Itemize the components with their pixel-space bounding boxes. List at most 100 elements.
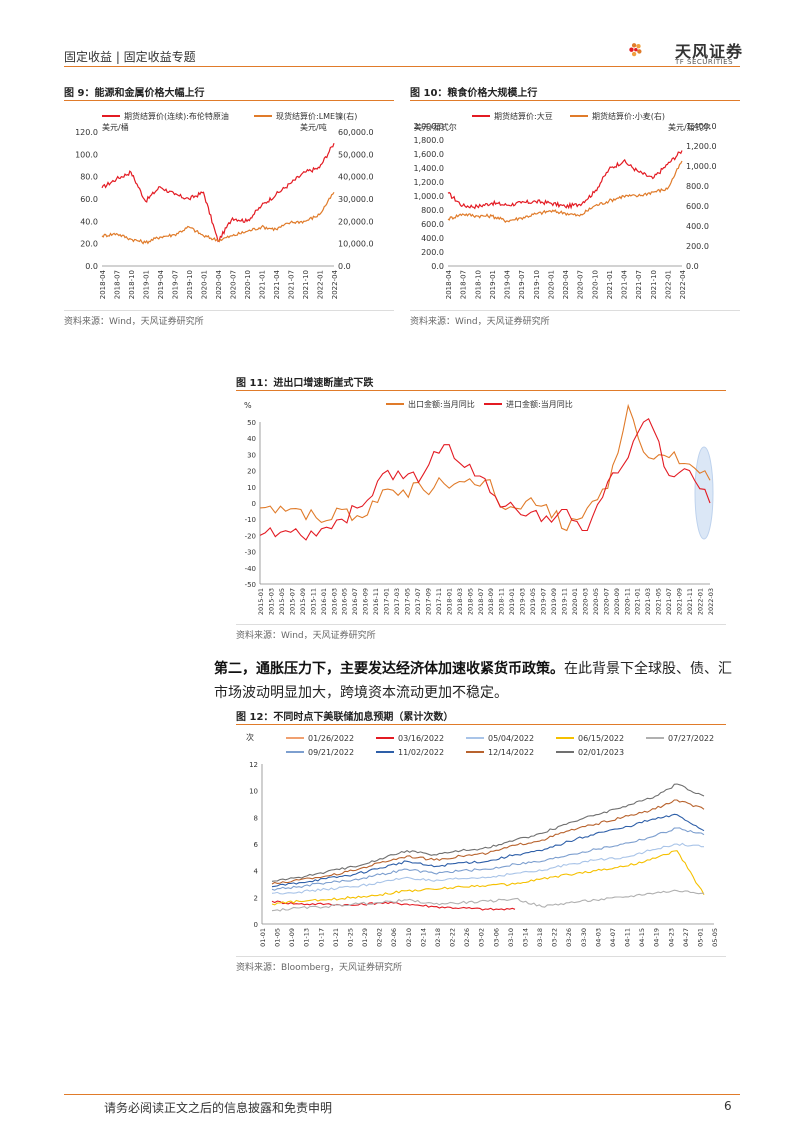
x-tick-label: 2019-10 [186,270,194,299]
x-tick-label: 2021-04 [621,269,629,299]
x-tick-label: 05-01 [696,928,704,947]
x-tick-label: 2022-04 [679,269,687,299]
x-tick-label: 2017-05 [404,588,412,615]
x-tick-label: 2020-10 [591,270,599,299]
y-axis-unit: 次 [246,732,254,742]
fig10-title-rule [410,100,740,101]
x-tick-label: 2016-11 [372,588,380,615]
x-tick-label: 02-02 [376,928,384,947]
y-tick-label: 6 [254,841,259,849]
left-tick-label: 200.0 [421,248,444,257]
x-tick-label: 04-03 [594,928,602,947]
x-tick-label: 2018-03 [456,588,464,615]
right-tick-label: 1,000.0 [686,162,717,171]
left-axis-unit: 美元/蒲式尔 [414,122,457,132]
x-tick-label: 2018-04 [445,269,453,299]
fig12-source: 资料来源：Bloomberg，天风证券研究所 [236,963,402,973]
right-tick-label: 10,000.0 [338,240,374,249]
x-tick-label: 2020-01 [547,270,555,299]
paragraph-rest: 在此背景下全球股、债、汇市场波动明显加大，跨境资本流动更加不稳定。 [214,661,732,701]
header-divider [64,66,740,67]
left-tick-label: 0.0 [431,262,444,271]
x-tick-label: 03-18 [536,928,544,947]
fig11-source: 资料来源：Wind，天风证券研究所 [236,631,376,641]
left-tick-label: 1,400.0 [413,164,444,173]
left-tick-label: 0.0 [85,262,98,271]
paragraph-lead: 第二，通胀压力下，主要发达经济体加速收紧货币政策。 [214,661,564,677]
legend-label: 出口金额:当月同比 [408,399,475,409]
fig11-chart: % 出口金额:当月同比 进口金额:当月同比 -50 -40 -30 -20 -10 0 10 20 3… [244,399,715,615]
right-tick-label: 20,000.0 [338,217,374,226]
x-tick-label: 2020-04 [562,269,570,299]
x-tick-label: 2017-01 [383,588,391,615]
left-tick-label: 1,000.0 [413,192,444,201]
series-line-1 [447,150,683,210]
x-tick-label: 01-05 [274,928,282,947]
series-line-5 [271,889,704,912]
fig10-source: 资料来源：Wind，天风证券研究所 [410,317,550,327]
x-tick-label: 2020-03 [581,588,589,615]
left-tick-label: 1,600.0 [413,150,444,159]
x-tick-label: 2018-04 [99,269,107,299]
y-tick-label: 30 [247,451,256,459]
x-tick-label: 2020-01 [201,270,209,299]
x-tick-label: 2021-10 [302,270,310,299]
x-tick-label: 2015-11 [309,588,317,615]
legend-label: 09/21/2022 [308,748,354,757]
y-axis-unit: % [244,401,252,410]
y-tick-label: 12 [249,761,258,769]
logo-petal [631,51,637,57]
series-line-2 [259,417,711,541]
y-tick-label: 10 [247,484,256,492]
x-tick-label: 2020-07 [602,588,610,615]
fig12-source-rule [236,956,726,957]
x-tick-label: 2017-03 [393,588,401,615]
x-tick-label: 01-25 [346,928,354,947]
x-tick-label: 2018-07 [114,270,122,299]
x-tick-label: 2018-11 [498,588,506,615]
left-tick-label: 1,800.0 [413,136,444,145]
x-tick-label: 03-10 [507,928,515,947]
fig10-chart: 期货结算价:大豆 期货结算价:小麦(右)美元/蒲式尔 美元/蒲式尔0.0200.04… [413,111,717,299]
y-tick-label: 10 [249,788,258,796]
x-tick-label: 2016-09 [362,588,370,615]
x-tick-label: 03-06 [492,928,500,947]
right-axis-unit: 美元/吨 [300,122,327,132]
y-tick-label: -50 [245,581,256,589]
left-tick-label: 1,200.0 [413,178,444,187]
x-tick-label: 01-13 [303,928,311,947]
series-line-2 [447,160,683,224]
body-paragraph: 第二，通胀压力下，主要发达经济体加速收紧货币政策。在此背景下全球股、债、汇市场波… [214,657,744,705]
x-tick-label: 02-18 [434,928,442,947]
x-tick-label: 2019-03 [519,588,527,615]
x-tick-label: 2019-01 [143,270,151,299]
x-tick-label: 2020-01 [571,588,579,615]
x-tick-label: 2019-05 [529,588,537,615]
x-tick-label: 2015-09 [299,588,307,615]
x-tick-label: 2017-11 [435,588,443,615]
x-tick-label: 2015-01 [257,588,265,615]
x-tick-label: 2019-04 [504,269,512,299]
x-tick-label: 2020-05 [592,588,600,615]
y-tick-label: 8 [254,814,258,822]
legend-label: 02/01/2023 [578,748,624,757]
x-tick-label: 2020-10 [244,270,252,299]
fig9-title-rule [64,100,394,101]
logo-petal [634,47,638,52]
x-tick-label: 2021-03 [644,588,652,615]
left-tick-label: 600.0 [421,220,444,229]
x-tick-label: 2020-04 [215,269,223,299]
fig9-title: 图 9：能源和金属价格大幅上行 [64,88,205,99]
footer-divider [64,1094,740,1095]
x-tick-label: 04-19 [653,928,661,947]
x-tick-label: 02-10 [405,928,413,947]
right-tick-label: 400.0 [686,222,709,231]
x-tick-label: 2021-07 [635,270,643,299]
x-tick-label: 2021-07 [288,270,296,299]
brand-name-cn: 天风证券 [675,42,744,61]
x-tick-label: 2021-05 [655,588,663,615]
highlight-ellipse [694,446,714,540]
fig11-title: 图 11：进出口增速断崖式下跌 [236,378,374,389]
fig10-source-rule [410,310,740,311]
y-tick-label: 40 [247,435,256,443]
